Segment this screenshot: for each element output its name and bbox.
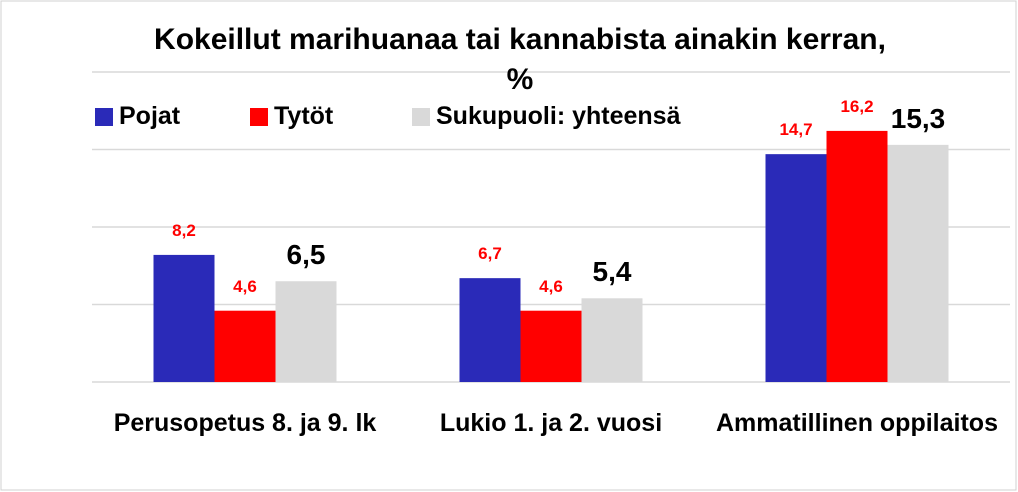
bar: [520, 310, 582, 382]
data-label: 4,6: [539, 276, 563, 296]
bar: [275, 281, 337, 382]
legend-label: Tytöt: [274, 102, 334, 130]
bar: [765, 154, 827, 382]
bar: [214, 310, 276, 382]
legend-swatch: [412, 107, 430, 126]
x-tick-label: Ammatillinen oppilaitos: [716, 409, 998, 437]
bar: [459, 278, 521, 382]
legend-item: Pojat: [95, 102, 180, 131]
data-label: 6,7: [478, 244, 502, 264]
legend-item: Tytöt: [250, 102, 333, 131]
data-label: 5,4: [592, 256, 632, 288]
data-label: 14,7: [779, 120, 813, 140]
data-label: 16,2: [840, 96, 874, 116]
x-tick-label: Lukio 1. ja 2. vuosi: [439, 409, 663, 437]
bar: [826, 130, 888, 382]
data-label: 15,3: [890, 102, 946, 134]
x-tick-label: Perusopetus 8. ja 9. lk: [113, 409, 377, 437]
legend-item: Sukupuoli: yhteensä: [412, 102, 680, 131]
data-label: 6,5: [286, 239, 326, 271]
legend-swatch: [95, 107, 113, 126]
bar: [153, 254, 215, 382]
legend-label: Sukupuoli: yhteensä: [436, 102, 681, 130]
data-label: 8,2: [172, 220, 196, 240]
bar: [887, 144, 949, 382]
data-label: 4,6: [233, 276, 257, 296]
bar: [581, 298, 643, 382]
legend-label: Pojat: [119, 102, 181, 130]
chart-title: Kokeillut marihuanaa tai kannabista aina…: [154, 23, 886, 96]
legend-swatch: [250, 107, 268, 126]
